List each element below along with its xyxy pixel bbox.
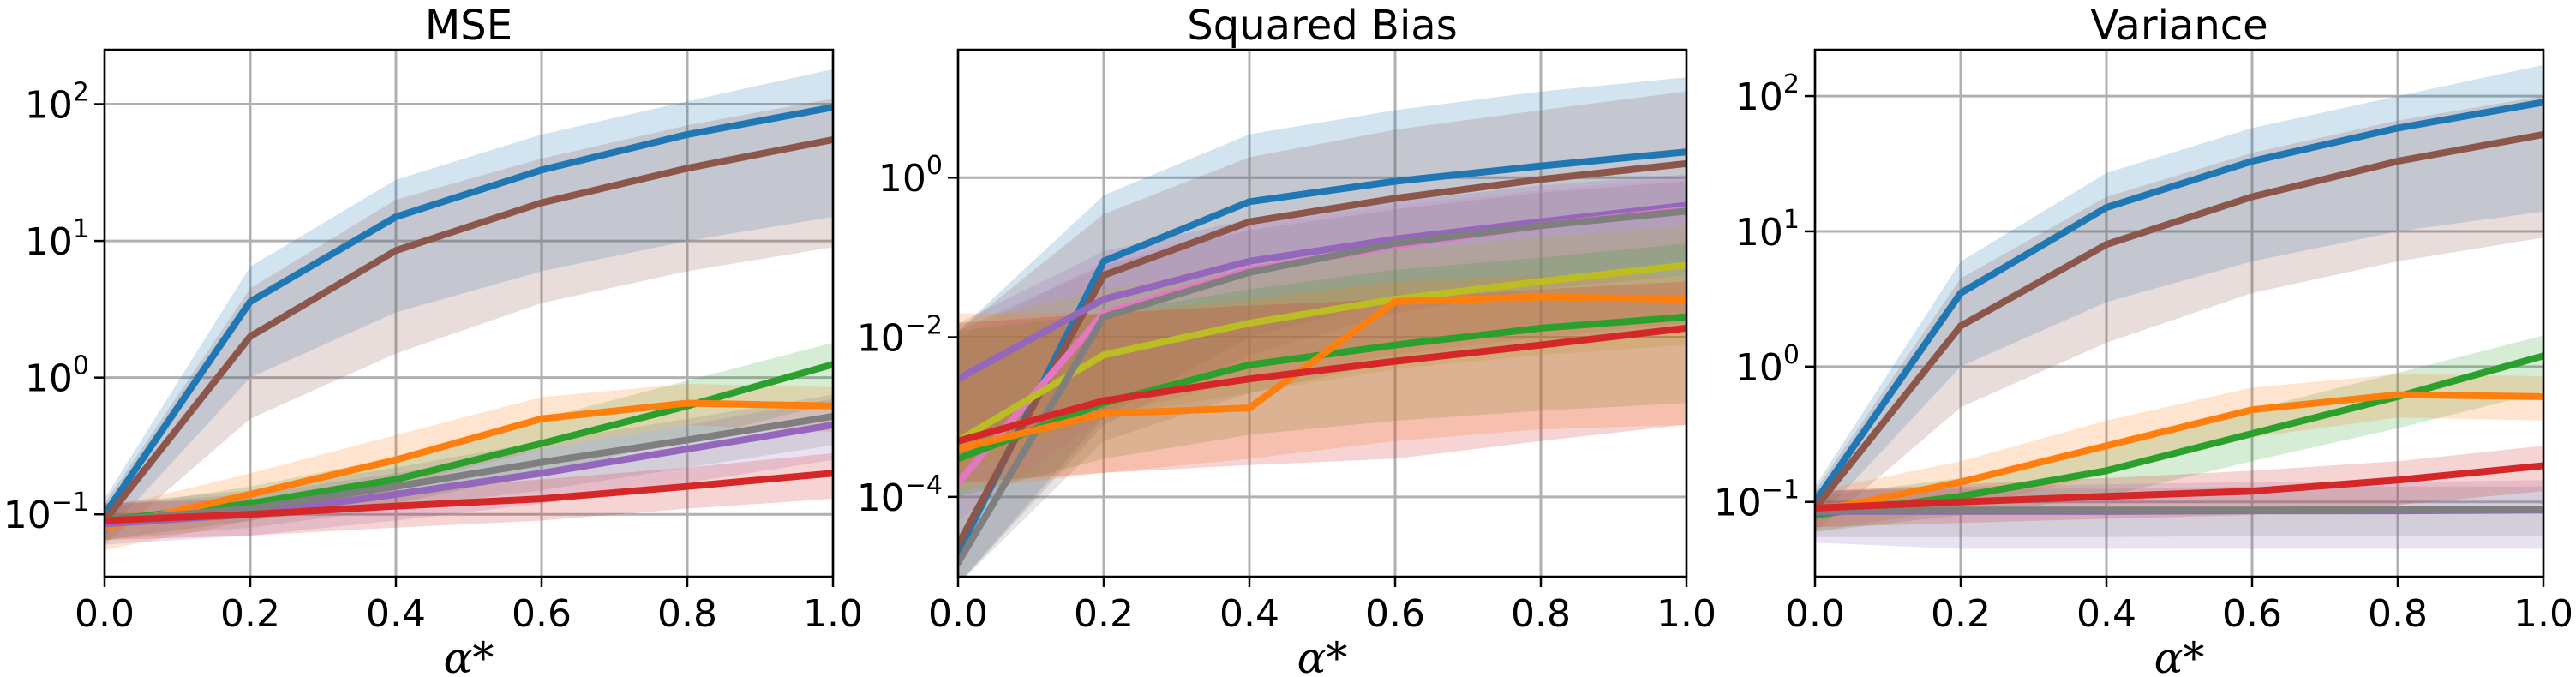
- x-tick-label: 0.0: [928, 592, 988, 636]
- y-tick-label: 100: [878, 151, 943, 201]
- plot-area: [1815, 64, 2543, 549]
- series-line-blue: [105, 104, 833, 518]
- y-tick-exponent: −1: [1762, 476, 1800, 506]
- series-band-blue: [958, 77, 1686, 577]
- y-tick-base: 10: [25, 357, 73, 401]
- series-line-orange: [1815, 391, 2543, 515]
- y-tick-base: 10: [857, 476, 905, 520]
- y-tick-exponent: 0: [1783, 340, 1800, 370]
- y-tick-exponent: 2: [1783, 69, 1800, 99]
- series-line-gray: [1815, 506, 2543, 515]
- series-band-blue: [1815, 64, 2543, 524]
- y-tick-label: 10−4: [857, 470, 943, 520]
- y-tick-label: 101: [25, 214, 89, 264]
- panel-title: Variance: [2090, 2, 2267, 50]
- y-tick-exponent: 2: [73, 78, 89, 108]
- y-tick-base: 10: [878, 157, 926, 201]
- x-axis-label: α*: [1297, 633, 1348, 677]
- y-tick-label: 10−1: [3, 488, 89, 537]
- series-line-purple: [958, 201, 1686, 383]
- x-tick-label: 0.4: [2076, 592, 2136, 636]
- x-axis-label: α*: [444, 633, 494, 677]
- y-tick-base: 10: [3, 494, 51, 537]
- x-tick-label: 0.0: [75, 592, 135, 636]
- y-tick-exponent: 1: [73, 214, 89, 244]
- y-tick-exponent: 1: [1783, 205, 1800, 235]
- axes-frame: [956, 48, 1688, 578]
- x-tick-label: 1.0: [1656, 592, 1716, 636]
- panel-title: MSE: [425, 2, 512, 50]
- series-line-brown: [105, 135, 833, 524]
- series-line-blue: [1815, 99, 2543, 506]
- panel-variance: 0.0 0.2 0.4 0.6 0.8 1.010−1100101102Varianceα…: [1714, 2, 2573, 677]
- series-band-green: [1815, 335, 2543, 532]
- series-line-green: [105, 361, 833, 524]
- y-tick-exponent: −2: [905, 311, 943, 341]
- series-line-red: [1815, 462, 2543, 512]
- y-tick-label: 102: [25, 78, 89, 128]
- series-line-brown: [958, 159, 1686, 548]
- y-tick-label: 100: [1735, 340, 1800, 390]
- y-tick-base: 10: [1735, 75, 1783, 119]
- axes-frame: [1813, 48, 2545, 578]
- series-band-red: [105, 452, 833, 541]
- x-tick-label: 0.8: [657, 592, 717, 636]
- y-tick-exponent: 0: [73, 351, 89, 381]
- x-tick-label: 0.0: [1785, 592, 1845, 636]
- series-band-brown: [105, 98, 833, 545]
- series-line-brown: [1815, 130, 2543, 512]
- series-line-gray: [105, 413, 833, 524]
- series-line-red: [958, 324, 1686, 445]
- y-tick-label: 101: [1735, 205, 1800, 255]
- x-tick-label: 0.8: [2368, 592, 2428, 636]
- series-band-gray: [958, 181, 1686, 577]
- series-line-olive: [958, 261, 1686, 445]
- y-tick-base: 10: [857, 317, 905, 361]
- x-tick-label: 0.4: [366, 592, 426, 636]
- series-line-green: [1815, 352, 2543, 518]
- y-tick-label: 10−2: [857, 311, 943, 361]
- x-tick-label: 0.6: [2222, 592, 2282, 636]
- plot-area: [105, 69, 833, 550]
- x-tick-label: 0.6: [1365, 592, 1425, 636]
- panel-title: Squared Bias: [1187, 2, 1457, 50]
- y-tick-exponent: −1: [51, 488, 89, 518]
- y-tick-base: 10: [1735, 211, 1783, 255]
- y-tick-exponent: −4: [905, 470, 943, 500]
- x-tick-label: 0.2: [220, 592, 280, 636]
- series-line-red: [105, 470, 833, 524]
- series-band-brown: [958, 91, 1686, 577]
- y-tick-label: 100: [25, 351, 89, 401]
- axes-frame: [103, 48, 835, 578]
- x-tick-label: 1.0: [803, 592, 863, 636]
- x-tick-label: 0.2: [1931, 592, 1991, 636]
- x-tick-label: 0.2: [1074, 592, 1134, 636]
- plot-area: [958, 77, 1686, 577]
- y-tick-base: 10: [1735, 346, 1783, 390]
- x-axis-label: α*: [2154, 633, 2205, 677]
- x-tick-label: 0.6: [512, 592, 572, 636]
- series-band-blue: [105, 69, 833, 536]
- y-tick-base: 10: [1714, 482, 1762, 525]
- y-tick-label: 10−1: [1714, 476, 1800, 525]
- series-line-gray: [958, 207, 1686, 566]
- series-line-orange: [958, 293, 1686, 452]
- y-tick-exponent: 0: [926, 151, 943, 181]
- series-line-orange: [105, 399, 833, 531]
- x-tick-label: 1.0: [2513, 592, 2573, 636]
- x-tick-label: 0.4: [1219, 592, 1279, 636]
- y-tick-base: 10: [25, 84, 73, 128]
- x-tick-label: 0.8: [1511, 592, 1571, 636]
- y-tick-label: 102: [1735, 69, 1800, 119]
- series-band-brown: [1815, 96, 2543, 532]
- y-tick-base: 10: [25, 220, 73, 264]
